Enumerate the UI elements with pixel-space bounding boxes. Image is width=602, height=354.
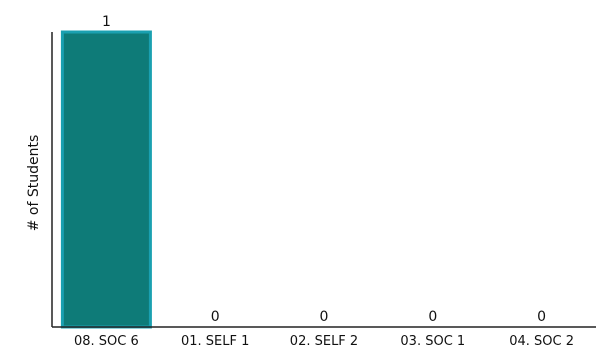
data-labels-group: 1 0 0 0 0 [102,14,546,325]
data-label-3: 0 [320,309,329,325]
data-label-1: 1 [102,14,111,30]
x-tick-label-5: 04. SOC 2 [509,334,574,349]
x-tick-label-3: 02. SELF 2 [290,334,358,349]
bars-group [60,30,152,329]
bar-1 [60,30,152,329]
x-tick-label-4: 03. SOC 1 [400,334,465,349]
x-tick-label-1: 08. SOC 6 [74,334,139,349]
x-tick-labels-group: 08. SOC 6 01. SELF 1 02. SELF 2 03. SOC 1 04… [74,334,574,349]
y-axis-label: # of Students [26,135,42,232]
data-label-5: 0 [537,309,546,325]
data-label-2: 0 [211,309,220,325]
data-label-4: 0 [428,309,437,325]
x-tick-label-2: 01. SELF 1 [181,334,249,349]
